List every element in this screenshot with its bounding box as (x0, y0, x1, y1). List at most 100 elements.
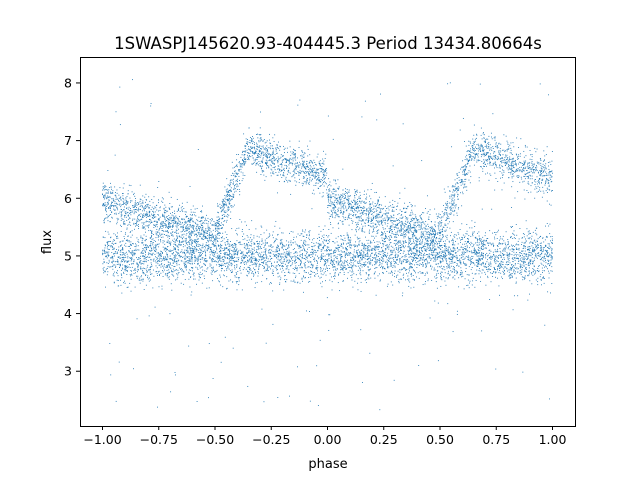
data-point (147, 214, 149, 216)
data-point (492, 113, 494, 115)
data-point (141, 206, 143, 208)
data-point (509, 269, 511, 271)
data-point (176, 263, 178, 265)
data-point (255, 272, 257, 274)
data-point (223, 256, 225, 258)
data-point (228, 202, 230, 204)
data-point (476, 251, 477, 253)
data-point (306, 251, 308, 253)
data-point (263, 266, 265, 267)
data-point (269, 160, 271, 162)
data-point (288, 243, 290, 245)
data-point (405, 234, 407, 236)
data-point (239, 242, 241, 244)
data-point (169, 209, 171, 210)
data-point (180, 226, 182, 228)
data-point (343, 208, 345, 210)
data-point (496, 147, 498, 149)
data-point (386, 215, 388, 217)
data-point (475, 252, 477, 254)
data-point (323, 175, 325, 177)
data-point (327, 115, 329, 117)
data-point (524, 276, 526, 278)
data-point (260, 256, 262, 258)
data-point (292, 280, 294, 282)
data-point (435, 257, 437, 259)
data-point (535, 186, 537, 188)
data-point (485, 144, 487, 146)
data-point (298, 147, 300, 148)
data-point (487, 271, 489, 273)
data-point (110, 236, 112, 238)
data-point (533, 170, 535, 172)
data-point (482, 245, 483, 247)
data-point (412, 247, 414, 249)
data-point (175, 225, 177, 227)
data-point (430, 264, 432, 266)
data-point (111, 245, 113, 247)
data-point (421, 236, 423, 238)
data-point (506, 254, 508, 256)
data-point (334, 196, 336, 198)
data-point (474, 251, 476, 253)
data-point (178, 243, 180, 245)
data-point (500, 167, 501, 169)
data-point (434, 230, 436, 232)
data-point (338, 216, 340, 218)
data-point (465, 243, 467, 245)
data-point (470, 155, 472, 156)
data-point (347, 201, 349, 203)
data-point (417, 264, 419, 266)
data-point (368, 225, 370, 227)
data-point (502, 250, 504, 252)
data-point (409, 227, 410, 229)
data-point (160, 239, 162, 241)
data-point (158, 243, 160, 245)
data-point (359, 268, 361, 270)
data-point (226, 262, 228, 264)
data-point (488, 143, 489, 145)
data-point (415, 254, 417, 256)
data-point (371, 260, 373, 261)
data-point (118, 201, 120, 203)
data-point (412, 259, 414, 261)
data-point (215, 227, 217, 229)
data-point (315, 250, 316, 252)
data-point (270, 172, 272, 174)
data-point (354, 202, 356, 204)
data-point (504, 250, 506, 252)
data-point (527, 192, 529, 194)
data-point (198, 279, 200, 281)
data-point (114, 267, 116, 268)
data-point (406, 231, 408, 233)
data-point (332, 188, 334, 190)
data-point (483, 134, 485, 136)
data-point (407, 231, 409, 232)
data-point (334, 188, 336, 190)
data-point (211, 251, 213, 253)
data-point (323, 265, 325, 267)
data-point (272, 137, 274, 139)
data-point (412, 266, 413, 268)
data-point (122, 200, 124, 202)
data-point (464, 183, 466, 185)
data-point (210, 248, 212, 250)
data-point (102, 203, 104, 204)
data-point (462, 247, 464, 248)
data-point (454, 249, 456, 251)
data-point (161, 233, 162, 235)
data-point (306, 257, 308, 259)
data-point (310, 168, 312, 170)
data-point (126, 212, 128, 214)
data-point (508, 177, 510, 179)
data-point (268, 250, 270, 252)
data-point (173, 265, 175, 267)
data-point (551, 151, 553, 152)
data-point (232, 246, 234, 248)
data-point (263, 247, 265, 248)
data-point (455, 252, 457, 254)
data-point (357, 261, 359, 263)
data-point (274, 169, 276, 171)
data-point (501, 243, 503, 245)
data-point (184, 252, 186, 254)
